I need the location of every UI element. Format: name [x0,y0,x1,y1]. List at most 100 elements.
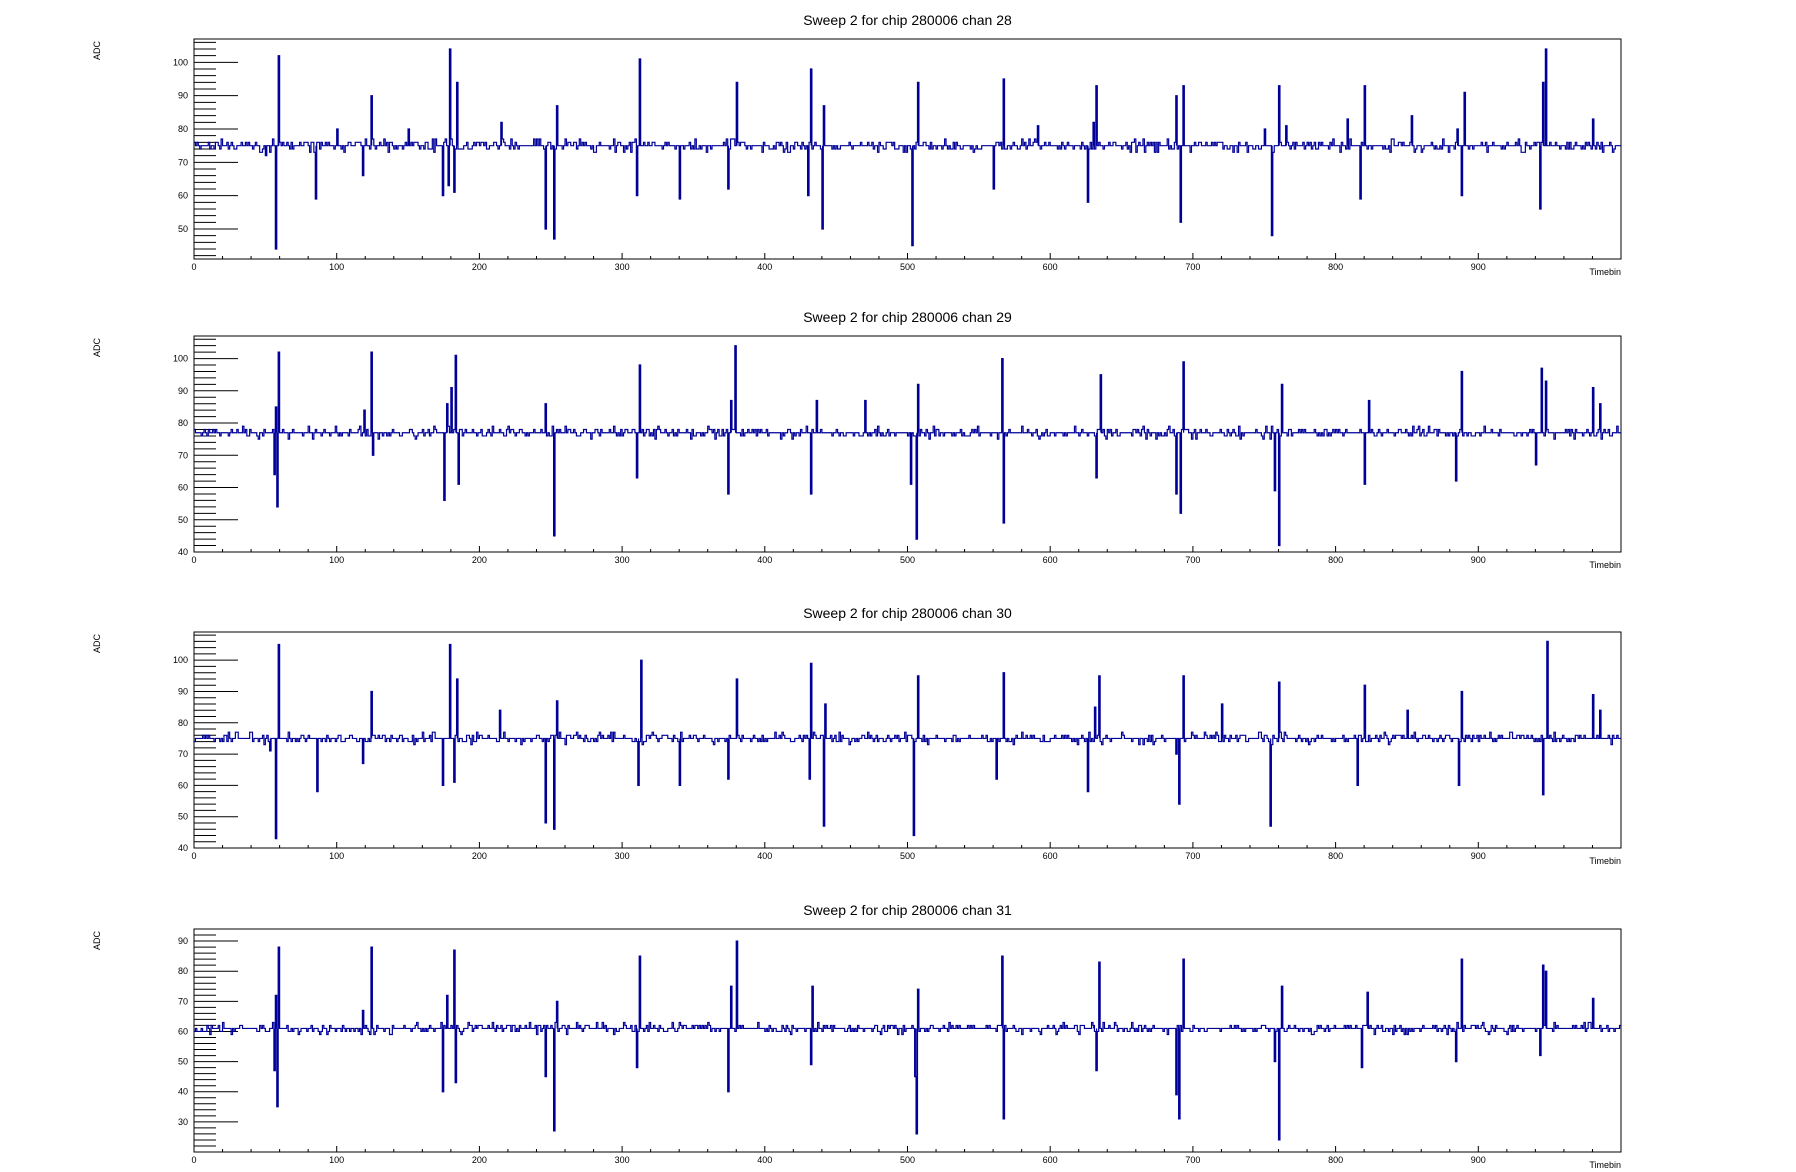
x-tick-label: 300 [615,1155,630,1165]
x-tick-label: 400 [757,262,772,272]
adc-trace [194,940,1621,1141]
y-tick-label: 60 [178,780,188,790]
chart-title: Sweep 2 for chip 280006 chan 29 [803,309,1012,325]
x-tick-label: 300 [615,851,630,861]
x-tick-label: 0 [191,1155,196,1165]
y-axis-label: ADC [92,338,102,358]
y-tick-label: 70 [178,996,188,1006]
y-tick-label: 80 [178,966,188,976]
y-tick-label: 70 [178,450,188,460]
x-tick-label: 100 [329,1155,344,1165]
x-tick-label: 300 [615,555,630,565]
panels: Sweep 2 for chip 280006 chan 28 ADC 50 60 70… [92,12,1622,1170]
x-tick-label: 400 [757,851,772,861]
x-tick-label: 700 [1185,555,1200,565]
y-axis-label: ADC [92,634,102,654]
x-axis: 0 100 200 300 400 500 600 700 800 900 [191,842,1622,861]
x-axis-label: Timebin [1589,856,1621,866]
x-tick-label: 700 [1185,262,1200,272]
plot-frame [193,335,1622,553]
chart-panel-1: Sweep 2 for chip 280006 chan 28 ADC 50 60 70… [92,12,1622,277]
x-tick-label: 900 [1471,555,1486,565]
y-axis-label: ADC [92,41,102,61]
spike-marks [265,49,1594,249]
y-tick-label: 80 [178,418,188,428]
x-tick-label: 200 [472,262,487,272]
x-tick-label: 800 [1328,555,1343,565]
y-tick-label: 60 [178,483,188,493]
x-tick-label: 0 [191,851,196,861]
x-tick-label: 800 [1328,262,1343,272]
x-tick-label: 500 [900,262,915,272]
y-tick-label: 50 [178,812,188,822]
chart-panel-4: Sweep 2 for chip 280006 chan 31 ADC 30 40 50… [92,902,1622,1170]
adc-trace [194,345,1621,547]
y-axis: 40 50 60 70 80 90 100 [173,338,238,557]
y-tick-label: 100 [173,57,188,67]
x-tick-label: 600 [1043,555,1058,565]
adc-trace [194,48,1621,250]
y-tick-label: 90 [178,936,188,946]
y-tick-label: 90 [178,91,188,101]
chart-title: Sweep 2 for chip 280006 chan 31 [803,902,1012,918]
y-tick-label: 100 [173,354,188,364]
x-tick-label: 200 [472,1155,487,1165]
adc-trace [194,640,1621,840]
x-tick-label: 0 [191,555,196,565]
y-tick-label: 90 [178,686,188,696]
x-tick-label: 700 [1185,1155,1200,1165]
y-tick-label: 50 [178,1057,188,1067]
x-axis: 0 100 200 300 400 500 600 700 800 900 [191,546,1622,565]
x-tick-label: 100 [329,555,344,565]
chart-title: Sweep 2 for chip 280006 chan 28 [803,12,1012,28]
y-tick-label: 50 [178,515,188,525]
x-tick-label: 300 [615,262,630,272]
y-axis: 40 50 60 70 80 90 100 [173,634,238,853]
spike-marks [269,641,1601,839]
x-tick-label: 200 [472,555,487,565]
y-tick-label: 90 [178,386,188,396]
x-tick-label: 0 [191,262,196,272]
y-tick-label: 100 [173,655,188,665]
plot-frame [193,928,1622,1153]
x-axis-label: Timebin [1589,560,1621,570]
x-tick-label: 100 [329,262,344,272]
x-tick-label: 700 [1185,851,1200,861]
y-axis-label: ADC [92,931,102,951]
x-tick-label: 600 [1043,1155,1058,1165]
y-tick-label: 30 [178,1117,188,1127]
spike-marks [274,345,1601,546]
x-tick-label: 200 [472,851,487,861]
x-tick-label: 400 [757,1155,772,1165]
y-tick-label: 80 [178,718,188,728]
chart-title: Sweep 2 for chip 280006 chan 30 [803,605,1012,621]
x-tick-label: 800 [1328,1155,1343,1165]
x-tick-label: 900 [1471,1155,1486,1165]
y-tick-label: 40 [178,1087,188,1097]
y-tick-label: 60 [178,1026,188,1036]
x-tick-label: 100 [329,851,344,861]
y-tick-label: 80 [178,124,188,134]
chart-panel-2: Sweep 2 for chip 280006 chan 29 ADC 40 50 60… [92,309,1622,570]
y-tick-label: 40 [178,843,188,853]
x-axis-label: Timebin [1589,1160,1621,1170]
y-tick-label: 70 [178,749,188,759]
x-axis: 0 100 200 300 400 500 600 700 800 900 [191,253,1622,272]
x-tick-label: 400 [757,555,772,565]
y-axis: 30 40 50 60 70 80 90 [178,928,238,1153]
x-tick-label: 600 [1043,851,1058,861]
x-tick-label: 600 [1043,262,1058,272]
x-tick-label: 500 [900,1155,915,1165]
chart-panel-3: Sweep 2 for chip 280006 chan 30 ADC 40 50 60… [92,605,1622,866]
y-tick-label: 40 [178,547,188,557]
y-tick-label: 70 [178,157,188,167]
x-tick-label: 900 [1471,262,1486,272]
y-axis: 50 60 70 80 90 100 [173,41,238,257]
y-tick-label: 50 [178,224,188,234]
x-tick-label: 500 [900,851,915,861]
x-tick-label: 900 [1471,851,1486,861]
y-tick-label: 60 [178,191,188,201]
x-tick-label: 500 [900,555,915,565]
x-axis: 0 100 200 300 400 500 600 700 800 900 [191,1146,1622,1165]
